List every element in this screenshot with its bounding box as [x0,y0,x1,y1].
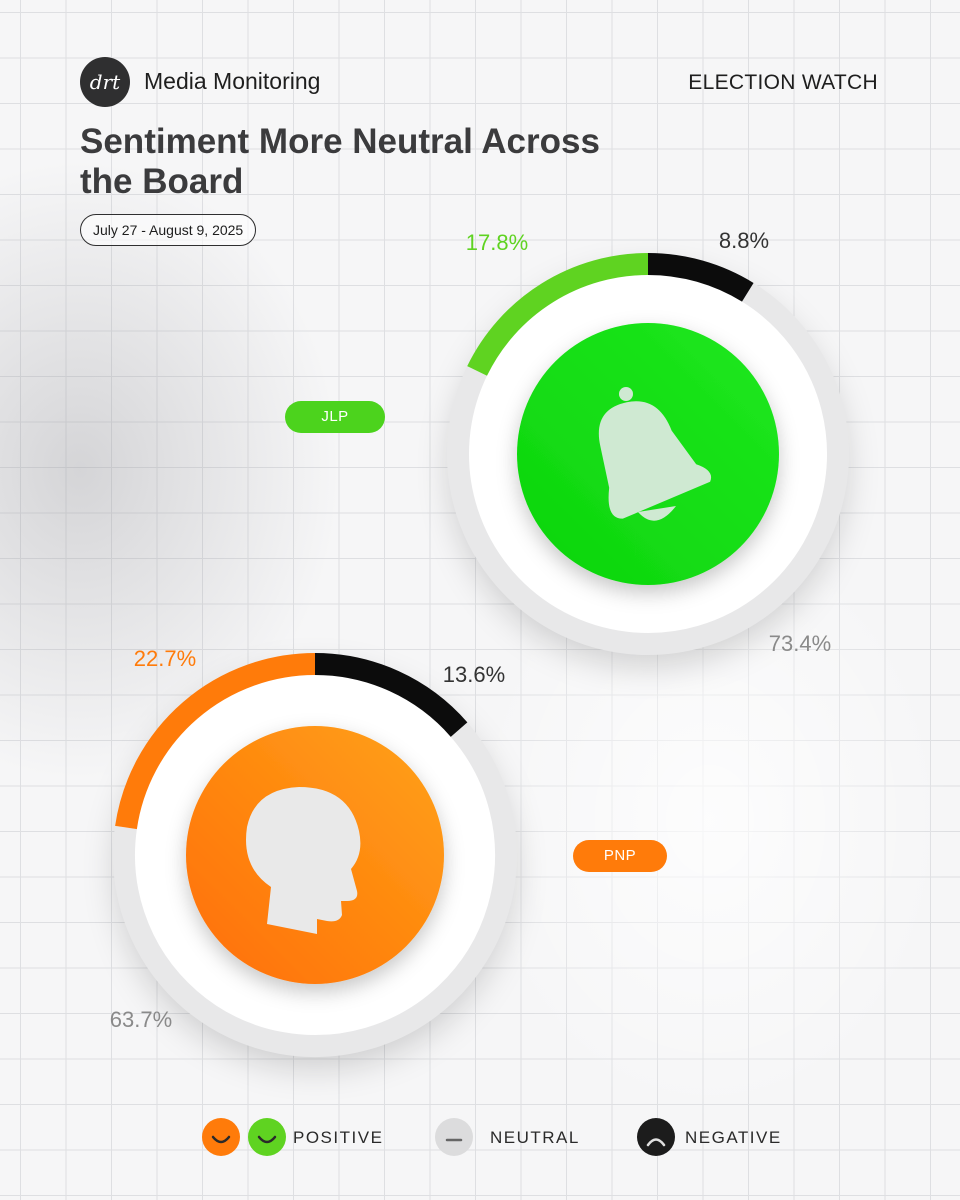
date-range-badge: July 27 - August 9, 2025 [80,214,257,246]
legend-positive-label: POSITIVE [293,1128,384,1147]
brand-name: Media Monitoring [144,68,321,94]
positive-green-smile-icon [248,1118,286,1156]
positive-pct-pnp: 22.7% [133,646,197,671]
negative-pct-jlp: 8.8% [718,228,770,253]
negative-slice-pnp [314,653,468,737]
negative-slice-jlp [647,253,754,302]
positive-slice-jlp [467,253,649,376]
negative-frown-icon [637,1118,675,1156]
neutral-slice-jlp [447,282,849,655]
legend-negative-label: NEGATIVE [685,1128,782,1147]
positive-slice-pnp [115,653,316,830]
positive-orange-smile-icon [202,1118,240,1156]
legend-neutral-label: NEUTRAL [490,1128,580,1147]
negative-pct-pnp: 13.6% [442,662,506,687]
brand-logo: drt [80,57,130,107]
bell-icon [598,387,712,521]
donut-chart-pnp [113,653,517,1057]
positive-pct-jlp: 17.8% [465,230,529,255]
neutral-pct-jlp: 73.4% [768,631,832,656]
party-label-jlp: JLP [285,401,385,433]
neutral-pct-pnp: 63.7% [109,1007,173,1032]
legend: POSITIVE NEUTRAL NEGATIVE [0,1118,960,1158]
head-icon [246,787,361,934]
party-label-pnp: PNP [573,840,667,872]
section-label: ELECTION WATCH [688,71,878,94]
donut-chart-jlp [447,253,849,655]
neutral-face-icon [435,1118,473,1156]
neutral-slice-pnp [113,722,517,1057]
page-title: Sentiment More Neutral Across the Board [80,122,600,201]
